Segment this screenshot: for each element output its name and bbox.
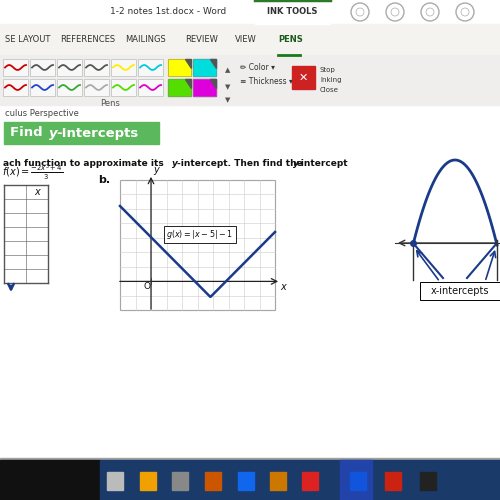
- Text: ✕: ✕: [298, 73, 308, 83]
- Text: culus Perspective: culus Perspective: [5, 110, 79, 118]
- Text: ach function to approximate its: ach function to approximate its: [3, 158, 167, 168]
- Bar: [0, 460, 100, 500]
- Bar: [270, 472, 286, 490]
- Bar: [57, 79, 82, 96]
- Text: INK TOOLS: INK TOOLS: [267, 8, 317, 16]
- Bar: [420, 282, 500, 300]
- Text: O: O: [144, 282, 151, 292]
- Text: Close: Close: [320, 87, 339, 93]
- Bar: [140, 472, 156, 490]
- Text: Stop: Stop: [320, 67, 336, 73]
- Text: ▼: ▼: [225, 97, 230, 103]
- Text: ≡ Thickness ▾: ≡ Thickness ▾: [240, 76, 293, 86]
- Text: SE LAYOUT: SE LAYOUT: [5, 34, 51, 43]
- Text: -Intercepts: -Intercepts: [56, 126, 138, 140]
- Text: ▼: ▼: [225, 84, 230, 90]
- Text: Find: Find: [10, 126, 47, 140]
- Bar: [30, 79, 55, 96]
- Bar: [168, 59, 191, 76]
- Bar: [84, 59, 109, 76]
- Bar: [138, 79, 163, 96]
- Bar: [205, 472, 221, 490]
- Bar: [111, 79, 136, 96]
- Text: REVIEW: REVIEW: [185, 34, 218, 43]
- Bar: [385, 472, 401, 490]
- Bar: [100, 460, 500, 500]
- Bar: [193, 79, 216, 96]
- Bar: [0, 55, 500, 105]
- Bar: [340, 460, 372, 500]
- Bar: [193, 59, 216, 76]
- Bar: [111, 59, 136, 76]
- Bar: [168, 59, 191, 76]
- Text: x: x: [34, 187, 40, 197]
- Text: y: y: [172, 158, 178, 168]
- Text: y: y: [153, 165, 159, 175]
- Bar: [193, 79, 216, 96]
- Bar: [238, 472, 254, 490]
- Bar: [172, 472, 188, 490]
- Bar: [302, 472, 318, 490]
- Bar: [168, 79, 191, 96]
- Bar: [0, 105, 500, 460]
- Bar: [3, 59, 28, 76]
- Text: x-intercepts: x-intercepts: [431, 286, 489, 296]
- Bar: [255, 0, 330, 24]
- Text: VIEW: VIEW: [235, 34, 257, 43]
- Text: x: x: [280, 282, 286, 292]
- Bar: [30, 59, 55, 76]
- Text: Pens: Pens: [100, 98, 120, 108]
- Bar: [420, 472, 436, 490]
- Text: y: y: [293, 158, 299, 168]
- Bar: [0, 0, 500, 24]
- Bar: [350, 472, 366, 490]
- Text: 1-2 notes 1st.docx - Word: 1-2 notes 1st.docx - Word: [110, 8, 226, 16]
- Text: b.: b.: [98, 175, 110, 185]
- Bar: [193, 59, 216, 76]
- Text: ✏ Color ▾: ✏ Color ▾: [240, 64, 275, 72]
- Text: REFERENCES: REFERENCES: [60, 34, 115, 43]
- Bar: [3, 79, 28, 96]
- Bar: [0, 458, 500, 462]
- Bar: [168, 79, 191, 96]
- Polygon shape: [185, 79, 191, 88]
- Polygon shape: [185, 59, 191, 68]
- Text: Inking: Inking: [320, 77, 342, 83]
- Polygon shape: [210, 79, 216, 88]
- Bar: [57, 59, 82, 76]
- Bar: [84, 79, 109, 96]
- Text: PENS: PENS: [278, 34, 303, 43]
- Text: ▲: ▲: [225, 67, 230, 73]
- Text: $g(x) = |x-5| - 1$: $g(x) = |x-5| - 1$: [166, 228, 234, 241]
- Text: -intercept. Then find the: -intercept. Then find the: [177, 158, 306, 168]
- Text: MAILINGS: MAILINGS: [125, 34, 166, 43]
- Polygon shape: [210, 59, 216, 68]
- Bar: [120, 180, 275, 310]
- Bar: [138, 59, 163, 76]
- Bar: [107, 472, 123, 490]
- Text: -intercept: -intercept: [298, 158, 348, 168]
- Text: y: y: [49, 126, 58, 140]
- Text: $f(x) = \frac{-2x^3 + 4}{3}$: $f(x) = \frac{-2x^3 + 4}{3}$: [2, 162, 63, 182]
- Bar: [4, 122, 159, 144]
- Bar: [292, 66, 315, 89]
- Bar: [0, 24, 500, 55]
